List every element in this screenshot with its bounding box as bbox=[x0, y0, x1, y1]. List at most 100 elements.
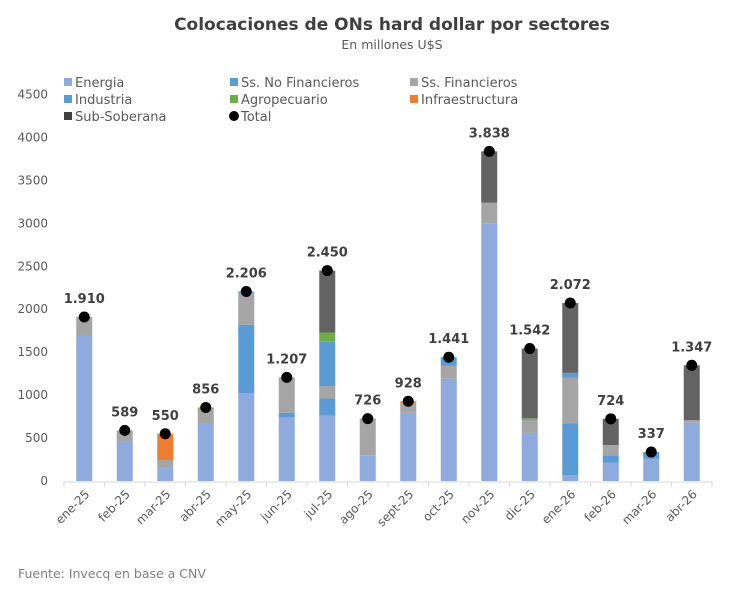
total-marker bbox=[443, 351, 455, 363]
total-marker bbox=[483, 145, 495, 157]
bar-segment-sub-soberana bbox=[481, 151, 498, 203]
bar-segment-ss-no-financieros bbox=[602, 455, 619, 463]
total-marker bbox=[240, 286, 252, 298]
total-label: 3.838 bbox=[469, 126, 510, 141]
total-marker bbox=[686, 359, 698, 371]
legend-swatch bbox=[64, 95, 72, 103]
legend-swatch bbox=[64, 78, 72, 86]
total-marker bbox=[605, 413, 617, 425]
bar-segment-energia bbox=[440, 378, 457, 481]
bar-segment-ss-financieros bbox=[359, 419, 376, 456]
bar-segment-ss-financieros bbox=[319, 386, 336, 399]
x-tick-label: oct-25 bbox=[420, 487, 457, 524]
legend-marker-total bbox=[229, 111, 239, 121]
legend-label: Total bbox=[240, 110, 271, 125]
x-tick-label: ene-26 bbox=[539, 487, 579, 527]
total-marker bbox=[645, 446, 657, 458]
legend-swatch bbox=[230, 95, 238, 103]
total-label: 1.347 bbox=[671, 340, 712, 355]
bar-segment-ss-no-financieros bbox=[562, 423, 579, 475]
bar-segment-sub-soberana bbox=[521, 348, 538, 419]
total-label: 1.207 bbox=[266, 352, 307, 367]
total-marker bbox=[159, 428, 171, 440]
x-tick-label: dic-25 bbox=[502, 487, 538, 523]
legend-label: Industria bbox=[75, 93, 132, 108]
bar-segment-ss-financieros bbox=[440, 365, 457, 379]
bar-segment-energia bbox=[562, 474, 579, 481]
total-marker bbox=[524, 343, 536, 355]
chart-subtitle: En millones U$S bbox=[341, 37, 442, 52]
total-label: 1.910 bbox=[64, 292, 105, 307]
total-label: 2.206 bbox=[226, 267, 267, 282]
bar-segment-ss-financieros bbox=[400, 402, 417, 413]
total-marker bbox=[362, 413, 374, 425]
bar-segment-industria bbox=[562, 372, 579, 378]
legend-label: Agropecuario bbox=[241, 93, 328, 108]
bar-segment-ss-no-financieros bbox=[238, 324, 255, 394]
bar-segment-ss-financieros bbox=[197, 408, 214, 424]
total-label: 1.441 bbox=[428, 332, 469, 347]
total-label: 856 bbox=[192, 382, 219, 397]
bar-segment-agropecuario bbox=[319, 332, 336, 342]
bar-segment-ss-financieros bbox=[76, 317, 93, 335]
total-label: 726 bbox=[354, 394, 381, 409]
bar-segment-energia bbox=[521, 432, 538, 481]
y-tick-label: 2500 bbox=[17, 259, 48, 273]
legend-label: Energia bbox=[75, 76, 124, 91]
bar-segment-energia bbox=[481, 223, 498, 482]
total-label: 2.450 bbox=[307, 246, 348, 261]
bar-segment-sub-soberana bbox=[562, 303, 579, 373]
legend-label: Ss. No Financieros bbox=[241, 76, 359, 91]
bar-segment-energia bbox=[116, 441, 133, 481]
y-tick-label: 1500 bbox=[17, 345, 48, 359]
x-tick-label: ago-25 bbox=[336, 487, 376, 527]
total-marker bbox=[564, 297, 576, 309]
total-marker bbox=[321, 265, 333, 277]
bar-segment-sub-soberana bbox=[602, 418, 619, 446]
y-tick-label: 1000 bbox=[17, 388, 48, 402]
bar-segment-ss-financieros bbox=[278, 377, 295, 413]
x-tick-label: jul-25 bbox=[301, 487, 336, 522]
bar-segment-energia bbox=[683, 422, 700, 481]
x-tick-label: ene-25 bbox=[53, 487, 93, 527]
y-tick-label: 500 bbox=[25, 431, 48, 445]
x-tick-label: sept-25 bbox=[374, 487, 416, 529]
total-marker bbox=[281, 371, 293, 383]
bar-segment-sub-soberana bbox=[319, 270, 336, 333]
bar-segment-energia bbox=[319, 415, 336, 481]
legend-swatch bbox=[410, 95, 418, 103]
legend-label: Ss. Financieros bbox=[421, 76, 518, 91]
total-label: 1.542 bbox=[509, 324, 550, 339]
legend-swatch bbox=[410, 78, 418, 86]
bar-segment-energia bbox=[197, 423, 214, 481]
x-tick-label: jun-25 bbox=[257, 487, 295, 525]
total-marker bbox=[402, 395, 414, 407]
total-label: 550 bbox=[152, 409, 179, 424]
bar-segment-energia bbox=[602, 462, 619, 481]
bar-segment-ss-financieros bbox=[481, 202, 498, 224]
x-tick-label: feb-25 bbox=[96, 487, 133, 524]
y-tick-label: 3500 bbox=[17, 173, 48, 187]
bar-segment-energia bbox=[359, 455, 376, 481]
legend-swatch bbox=[64, 112, 72, 120]
total-label: 589 bbox=[111, 405, 138, 420]
total-label: 724 bbox=[597, 394, 624, 409]
bar-segment-energia bbox=[400, 412, 417, 481]
x-tick-label: mar-26 bbox=[619, 487, 659, 527]
chart-source: Fuente: Invecq en base a CNV bbox=[18, 566, 206, 581]
x-tick-label: feb-26 bbox=[582, 487, 619, 524]
bar-segment-ss-financieros bbox=[157, 459, 174, 469]
total-marker bbox=[200, 401, 212, 413]
bar-segment-industria bbox=[319, 341, 336, 387]
bar-segment-infraestructura bbox=[157, 433, 174, 460]
x-tick-label: mar-25 bbox=[133, 487, 173, 527]
bar-segment-agropecuario bbox=[521, 418, 538, 421]
bar-segment-ss-financieros bbox=[683, 420, 700, 423]
total-marker bbox=[119, 424, 131, 436]
bar-segment-energia bbox=[278, 417, 295, 481]
total-label: 337 bbox=[638, 427, 665, 442]
bar-segment-ss-financieros bbox=[238, 293, 255, 325]
total-marker bbox=[78, 311, 90, 323]
y-tick-label: 4500 bbox=[17, 88, 48, 102]
